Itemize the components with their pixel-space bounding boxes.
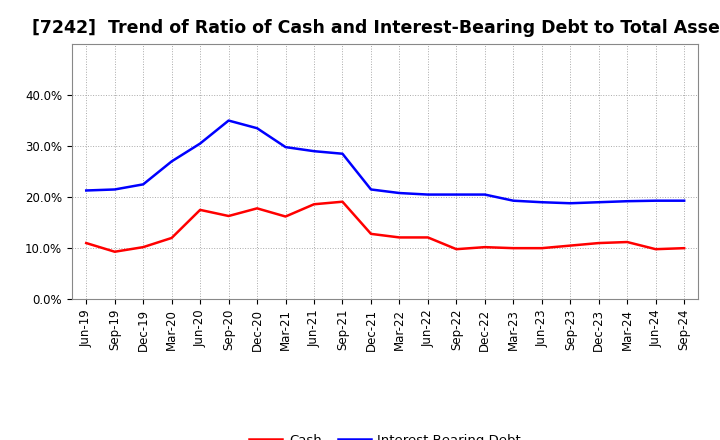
Interest-Bearing Debt	[167, 159, 176, 164]
Interest-Bearing Debt	[82, 188, 91, 193]
Interest-Bearing Debt	[395, 191, 404, 196]
Interest-Bearing Debt	[566, 201, 575, 206]
Interest-Bearing Debt	[253, 125, 261, 131]
Interest-Bearing Debt	[452, 192, 461, 197]
Cash	[225, 213, 233, 219]
Cash	[366, 231, 375, 237]
Cash	[282, 214, 290, 219]
Cash	[82, 240, 91, 246]
Cash	[110, 249, 119, 254]
Cash	[196, 207, 204, 213]
Cash	[537, 246, 546, 251]
Cash	[566, 243, 575, 248]
Cash	[480, 245, 489, 250]
Interest-Bearing Debt	[338, 151, 347, 156]
Cash	[310, 202, 318, 207]
Interest-Bearing Debt	[110, 187, 119, 192]
Interest-Bearing Debt	[480, 192, 489, 197]
Cash	[509, 246, 518, 251]
Cash	[452, 246, 461, 252]
Interest-Bearing Debt	[595, 200, 603, 205]
Cash	[680, 246, 688, 251]
Cash	[652, 246, 660, 252]
Interest-Bearing Debt	[623, 198, 631, 204]
Line: Interest-Bearing Debt: Interest-Bearing Debt	[86, 121, 684, 203]
Cash	[423, 235, 432, 240]
Cash	[139, 245, 148, 250]
Legend: Cash, Interest-Bearing Debt: Cash, Interest-Bearing Debt	[244, 428, 526, 440]
Interest-Bearing Debt	[139, 182, 148, 187]
Line: Cash: Cash	[86, 202, 684, 252]
Cash	[595, 240, 603, 246]
Interest-Bearing Debt	[310, 149, 318, 154]
Interest-Bearing Debt	[509, 198, 518, 203]
Cash	[623, 239, 631, 245]
Cash	[395, 235, 404, 240]
Interest-Bearing Debt	[652, 198, 660, 203]
Interest-Bearing Debt	[680, 198, 688, 203]
Title: [7242]  Trend of Ratio of Cash and Interest-Bearing Debt to Total Assets: [7242] Trend of Ratio of Cash and Intere…	[32, 19, 720, 37]
Interest-Bearing Debt	[423, 192, 432, 197]
Cash	[338, 199, 347, 204]
Interest-Bearing Debt	[366, 187, 375, 192]
Cash	[253, 206, 261, 211]
Cash	[167, 235, 176, 241]
Interest-Bearing Debt	[225, 118, 233, 123]
Interest-Bearing Debt	[196, 141, 204, 146]
Interest-Bearing Debt	[537, 200, 546, 205]
Interest-Bearing Debt	[282, 144, 290, 150]
